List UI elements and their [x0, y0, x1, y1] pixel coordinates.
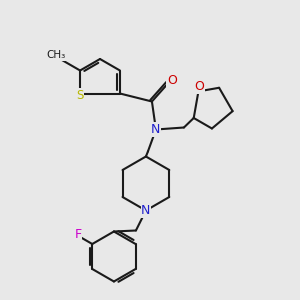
Text: O: O	[167, 74, 177, 87]
Text: F: F	[75, 227, 82, 241]
Text: CH₃: CH₃	[46, 50, 66, 61]
Text: O: O	[194, 80, 204, 93]
Text: N: N	[151, 123, 160, 136]
Text: S: S	[76, 89, 84, 102]
Text: N: N	[141, 204, 151, 217]
